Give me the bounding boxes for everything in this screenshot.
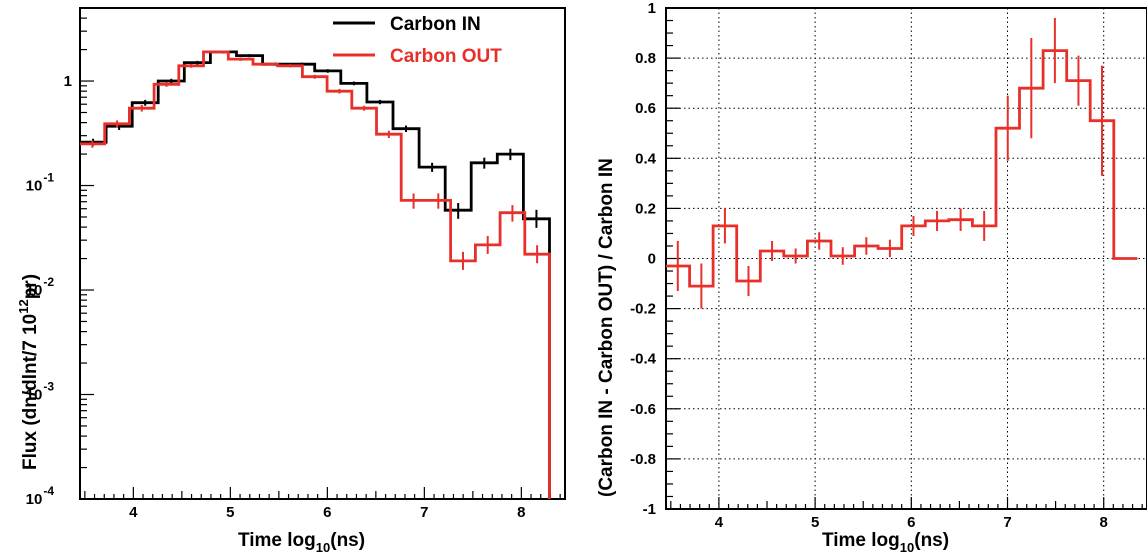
y-tick-label: -0.4 xyxy=(630,351,657,368)
y-tick-label: 0.4 xyxy=(635,150,657,167)
right-grid xyxy=(666,8,1147,509)
x-tick-label: 4 xyxy=(715,514,724,531)
y-tick-label: -0.8 xyxy=(630,451,656,468)
series-line-carbon-out xyxy=(80,50,551,499)
y-tick-label: -0.6 xyxy=(630,401,656,418)
left-series-group xyxy=(80,50,551,499)
left-legend: Carbon IN Carbon OUT xyxy=(333,14,502,67)
y-tick-label: 10-1 xyxy=(26,171,55,195)
y-tick-label: 0.8 xyxy=(635,50,656,67)
legend-label-carbon-in: Carbon IN xyxy=(390,14,481,35)
y-tick-label: 0.2 xyxy=(635,200,656,217)
y-tick-label: 1 xyxy=(648,0,656,17)
x-tick-label: 8 xyxy=(1100,514,1108,531)
right-series-group xyxy=(666,18,1138,309)
y-tick-label: 10-4 xyxy=(26,484,55,508)
left-x-axis-label: Time log10(ns) xyxy=(238,530,365,553)
y-tick-label: 0 xyxy=(648,251,656,268)
x-tick-label: 8 xyxy=(517,504,525,521)
left-axis-ticks: 4 5 6 7 8 1 10-1 10-2 10-3 10-4 xyxy=(26,7,561,521)
y-tick-label: 10-2 xyxy=(26,275,55,299)
x-tick-label: 4 xyxy=(129,504,138,521)
series-line-carbon-in xyxy=(80,50,551,499)
right-y-axis-label: (Carbon IN - Carbon OUT) / Carbon IN xyxy=(596,158,617,497)
left-panel: 4 5 6 7 8 1 10-1 10-2 10-3 10-4 Carbon IN Carbon … xyxy=(16,7,566,553)
x-tick-label: 7 xyxy=(1003,514,1011,531)
y-tick-label: 0.6 xyxy=(635,100,656,117)
right-panel: 4 5 6 7 8 1 0.8 0.6 0.4 0.2 0 -0.2 -0.4 -0.6 -0.8 -1 Ti… xyxy=(596,0,1147,553)
y-tick-label: 10-3 xyxy=(26,380,55,404)
y-tick-label: -1 xyxy=(643,501,656,518)
x-tick-label: 6 xyxy=(323,504,331,521)
right-axis-ticks: 4 5 6 7 8 1 0.8 0.6 0.4 0.2 0 -0.2 -0.4 -0.6 -0.8 -1 xyxy=(630,0,1143,531)
left-y-axis-label: Flux (dn/dlnt/7 1012pr) xyxy=(16,274,41,470)
legend-label-carbon-out: Carbon OUT xyxy=(390,46,502,67)
x-tick-label: 7 xyxy=(420,504,428,521)
x-tick-label: 5 xyxy=(811,514,819,531)
left-plot-frame xyxy=(79,7,566,500)
y-tick-label: -0.2 xyxy=(630,301,656,318)
x-tick-label: 6 xyxy=(907,514,915,531)
y-tick-label: 1 xyxy=(64,73,72,90)
series-line-ratio xyxy=(666,49,1138,288)
right-x-axis-label: Time log10(ns) xyxy=(822,530,949,553)
x-tick-label: 5 xyxy=(226,504,234,521)
